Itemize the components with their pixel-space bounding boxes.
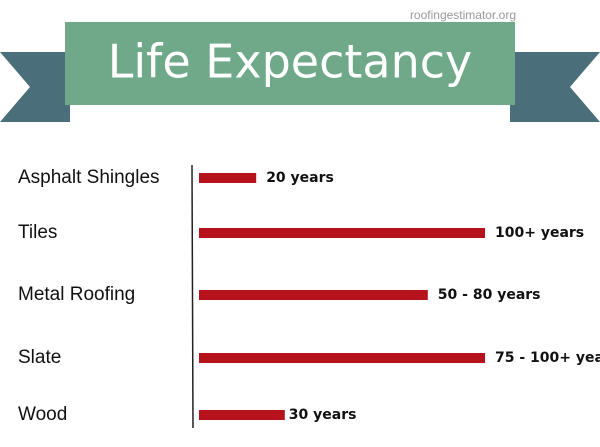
title-banner	[65, 22, 515, 105]
category-label: Asphalt Shingles	[18, 167, 160, 188]
bar	[199, 353, 485, 363]
value-label: 30 years	[289, 407, 357, 423]
category-label: Tiles	[18, 222, 57, 243]
bar	[199, 290, 428, 300]
source: roofingestimator.org	[410, 8, 516, 22]
ribbon-left	[0, 52, 70, 122]
value-label: 100+ years	[495, 225, 584, 241]
category-label: Slate	[18, 347, 61, 368]
value-label: 75 - 100+ years	[495, 350, 600, 366]
bar	[199, 173, 257, 183]
ribbon-right	[510, 52, 600, 122]
bar	[199, 410, 285, 420]
category-label: Metal Roofing	[18, 284, 135, 305]
category-label: Wood	[18, 404, 67, 425]
value-label: 20 years	[266, 170, 334, 186]
value-label: 50 - 80 years	[438, 287, 541, 303]
chart-title: Life Expectancy	[108, 35, 473, 89]
axis-line	[191, 164, 194, 429]
bar	[199, 228, 485, 238]
